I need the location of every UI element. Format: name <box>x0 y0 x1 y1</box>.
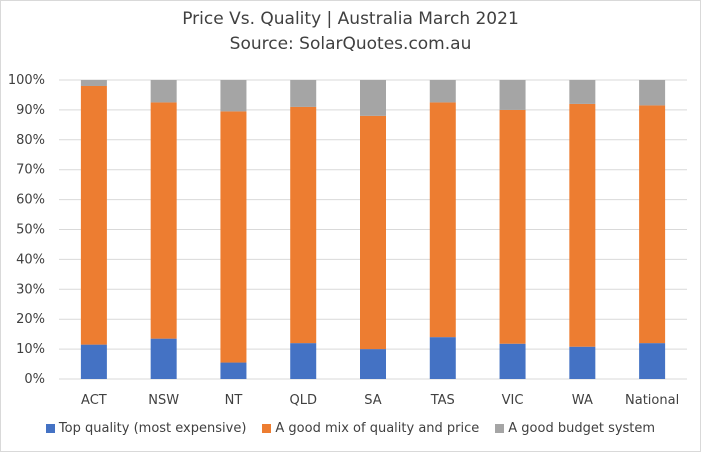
bar-budget <box>290 80 317 107</box>
bar-top-quality <box>499 343 526 379</box>
x-tick-label: TAS <box>430 393 455 408</box>
bar-good-mix <box>80 85 107 345</box>
legend-swatch-good-mix <box>262 424 272 433</box>
bar-budget <box>150 80 177 103</box>
y-tick-label: 30% <box>16 282 45 297</box>
bar-budget <box>220 80 247 112</box>
bar-budget <box>499 80 526 110</box>
x-tick-label: National <box>625 393 679 408</box>
legend-swatch-budget <box>495 424 505 433</box>
bar-top-quality <box>639 343 666 379</box>
bar-top-quality <box>150 338 177 379</box>
bar-top-quality <box>220 362 247 379</box>
legend-label-budget: A good budget system <box>508 421 656 436</box>
bar-good-mix <box>220 111 247 363</box>
bar-budget <box>429 80 456 103</box>
y-tick-label: 70% <box>16 163 45 178</box>
x-tick-label: WA <box>572 393 593 408</box>
legend-item-budget: A good budget system <box>495 421 655 436</box>
bar-top-quality <box>360 349 386 379</box>
x-tick-label: VIC <box>502 393 524 408</box>
bar-good-mix <box>150 102 177 339</box>
chart-subtitle: Source: SolarQuotes.com.au <box>229 34 472 54</box>
bar-good-mix <box>499 109 526 344</box>
y-tick-label: 50% <box>16 223 45 238</box>
legend-swatch-top-quality <box>45 424 55 433</box>
y-tick-label: 40% <box>16 252 45 267</box>
bar-top-quality <box>569 346 596 379</box>
bar-top-quality <box>429 337 456 379</box>
x-tick-label: SA <box>364 393 381 408</box>
legend-item-top-quality: Top quality (most expensive) <box>45 421 247 436</box>
x-tick-label: NT <box>225 393 243 408</box>
legend-label-top-quality: Top quality (most expensive) <box>58 421 247 436</box>
bar-budget <box>360 80 386 116</box>
legend-label-good-mix: A good mix of quality and price <box>275 421 480 436</box>
bar-top-quality <box>80 344 107 379</box>
y-tick-label: 80% <box>16 133 45 148</box>
y-tick-label: 0% <box>24 372 45 387</box>
x-tick-label: QLD <box>289 393 317 408</box>
chart-title: Price Vs. Quality | Australia March 2021 <box>182 9 519 29</box>
bar-budget <box>80 80 107 86</box>
legend-item-good-mix: A good mix of quality and price <box>262 421 479 436</box>
bar-good-mix <box>360 115 386 350</box>
bar-good-mix <box>290 106 317 344</box>
bar-budget <box>569 80 596 104</box>
y-tick-label: 10% <box>16 342 45 357</box>
chart-legend: Top quality (most expensive) A good mix … <box>1 421 700 436</box>
y-tick-label: 20% <box>16 312 45 327</box>
y-tick-label: 90% <box>16 103 45 118</box>
x-tick-label: ACT <box>81 393 107 408</box>
bar-top-quality <box>290 343 317 379</box>
chart-plot: 0% 10% 20% 30% 40% 50% 60% 70% 80% 90% 100% ACT NSW N… <box>8 73 687 408</box>
x-tick-label: NSW <box>148 393 179 408</box>
bar-budget <box>639 80 666 106</box>
y-tick-label: 60% <box>16 193 45 208</box>
bar-good-mix <box>569 103 596 347</box>
bar-good-mix <box>429 102 456 338</box>
bar-good-mix <box>639 105 666 344</box>
y-tick-label: 100% <box>8 73 45 88</box>
